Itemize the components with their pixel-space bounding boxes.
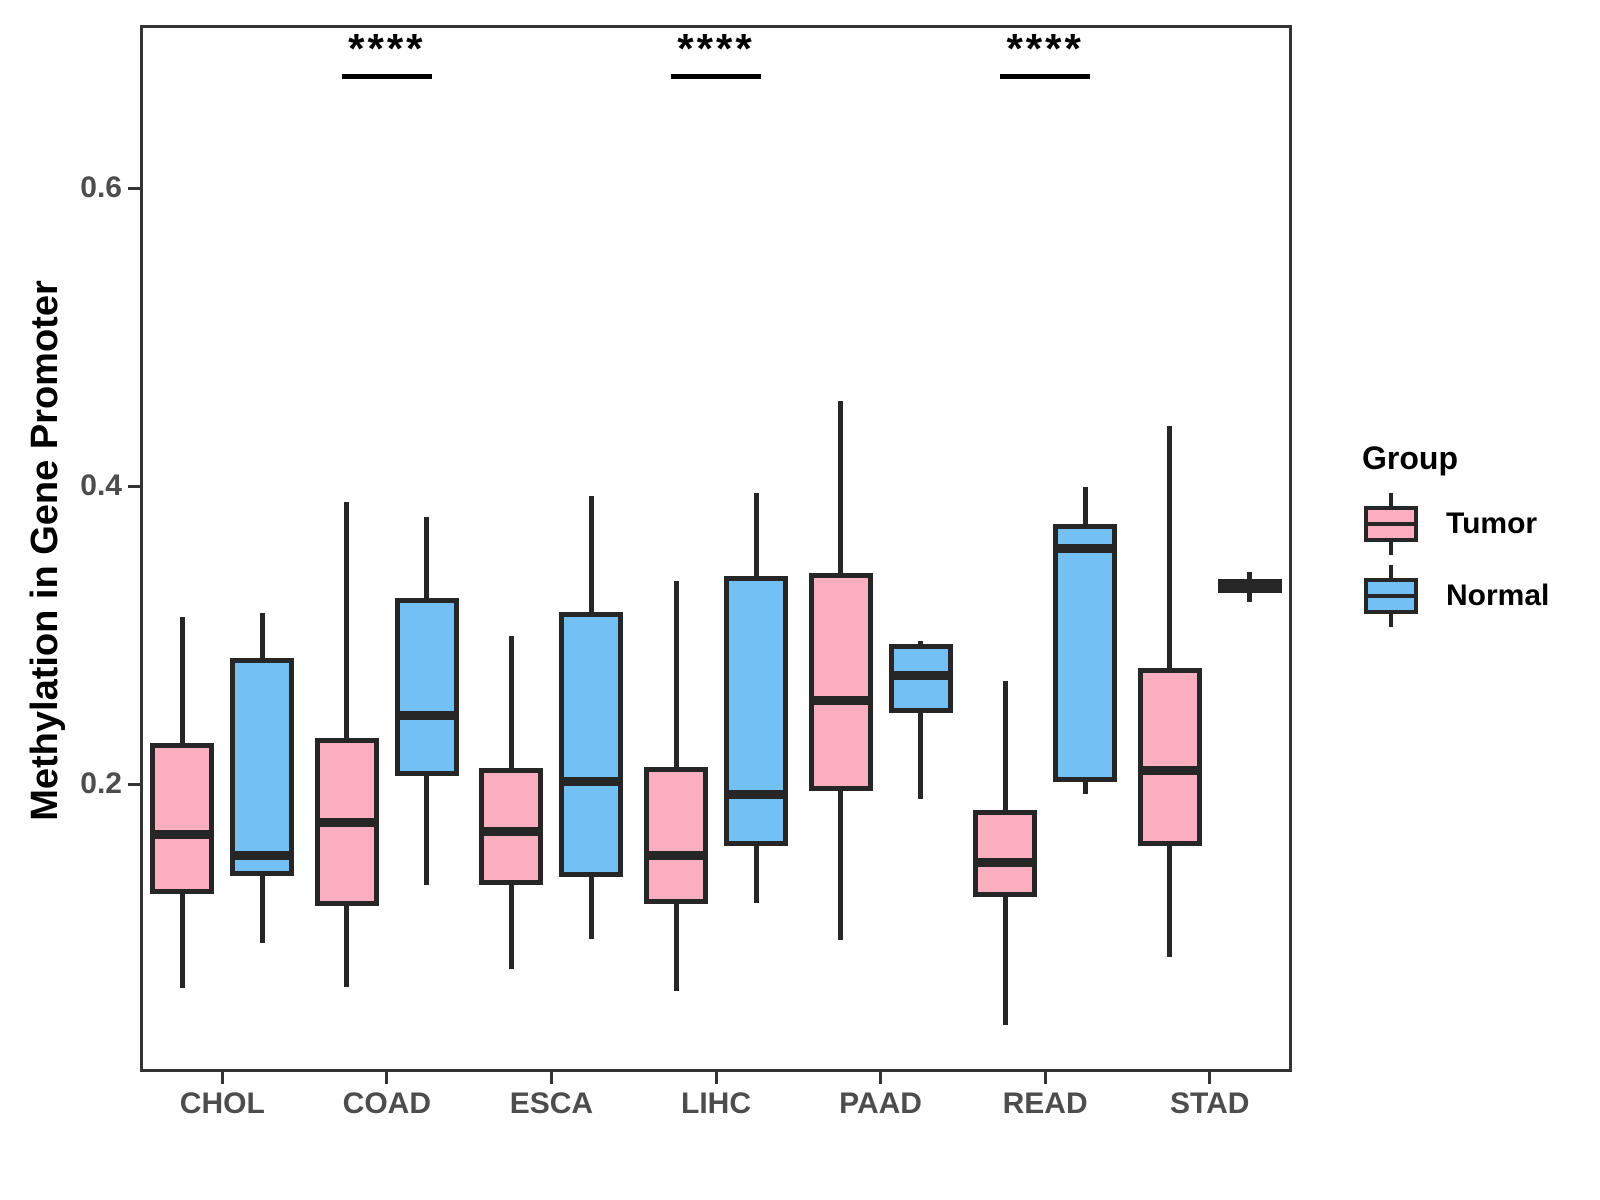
legend: Group Tumor Normal: [1362, 440, 1549, 637]
box-iqr: [1137, 668, 1202, 847]
x-tick-label: COAD: [342, 1087, 432, 1120]
y-tick-mark: [128, 186, 140, 190]
y-axis-title-text: Methylation in Gene Promoter: [23, 279, 66, 821]
x-tick-mark: [1043, 1072, 1047, 1084]
x-tick-mark: [385, 1072, 389, 1084]
box-iqr: [150, 742, 215, 894]
median-line: [1217, 581, 1282, 591]
legend-title: Group: [1362, 440, 1458, 476]
median-line: [394, 710, 459, 720]
legend-label-tumor: Tumor: [1446, 507, 1538, 540]
x-tick-mark: [1208, 1072, 1212, 1084]
x-tick-label: CHOL: [179, 1087, 265, 1120]
median-line: [1137, 766, 1202, 776]
box-iqr: [230, 657, 295, 876]
x-tick-label: READ: [1002, 1087, 1088, 1120]
box-iqr: [973, 809, 1038, 897]
median-line: [888, 670, 953, 680]
significance-stars: ****: [1006, 25, 1084, 72]
significance-bar: [671, 74, 761, 79]
significance-bar: [1000, 74, 1091, 79]
median-line: [479, 827, 544, 837]
key-median: [1364, 522, 1418, 526]
y-tick-mark: [128, 484, 140, 488]
boxplot-key-icon: [1362, 565, 1420, 627]
median-line: [314, 818, 379, 828]
x-tick-label: STAD: [1169, 1087, 1250, 1120]
y-tick-label: 0.4: [80, 469, 122, 502]
box-iqr: [479, 768, 544, 885]
median-line: [230, 851, 295, 861]
median-line: [559, 776, 624, 786]
legend-label-normal: Normal: [1446, 579, 1550, 612]
median-line: [724, 789, 788, 799]
whisker: [918, 640, 924, 799]
median-line: [1053, 544, 1118, 554]
box-iqr: [644, 766, 708, 905]
x-tick-label: LIHC: [681, 1087, 751, 1120]
x-tick-mark: [549, 1072, 553, 1084]
y-tick-label: 0.2: [80, 767, 122, 800]
y-tick-mark: [128, 782, 140, 786]
plot-panel: [140, 25, 1292, 1072]
x-tick-label: PAAD: [839, 1087, 922, 1120]
x-tick-mark: [220, 1072, 224, 1084]
box-iqr: [559, 611, 624, 878]
median-line: [644, 851, 708, 861]
legend-entry-normal: Normal: [1362, 565, 1549, 627]
median-line: [150, 830, 215, 840]
significance-bar: [341, 74, 432, 79]
y-tick-label: 0.6: [80, 171, 122, 204]
x-tick-mark: [879, 1072, 883, 1084]
legend-entry-tumor: Tumor: [1362, 493, 1549, 555]
x-tick-mark: [714, 1072, 718, 1084]
x-tick-label: ESCA: [509, 1087, 594, 1120]
median-line: [973, 858, 1038, 868]
median-line: [808, 696, 873, 706]
significance-stars: ****: [348, 25, 426, 72]
key-median: [1364, 594, 1418, 598]
box-iqr: [724, 575, 788, 847]
significance-stars: ****: [677, 25, 755, 72]
box-iqr: [394, 598, 459, 777]
box-iqr: [808, 572, 873, 791]
box-iqr: [1053, 523, 1118, 783]
boxplot-key-icon: [1362, 493, 1420, 555]
